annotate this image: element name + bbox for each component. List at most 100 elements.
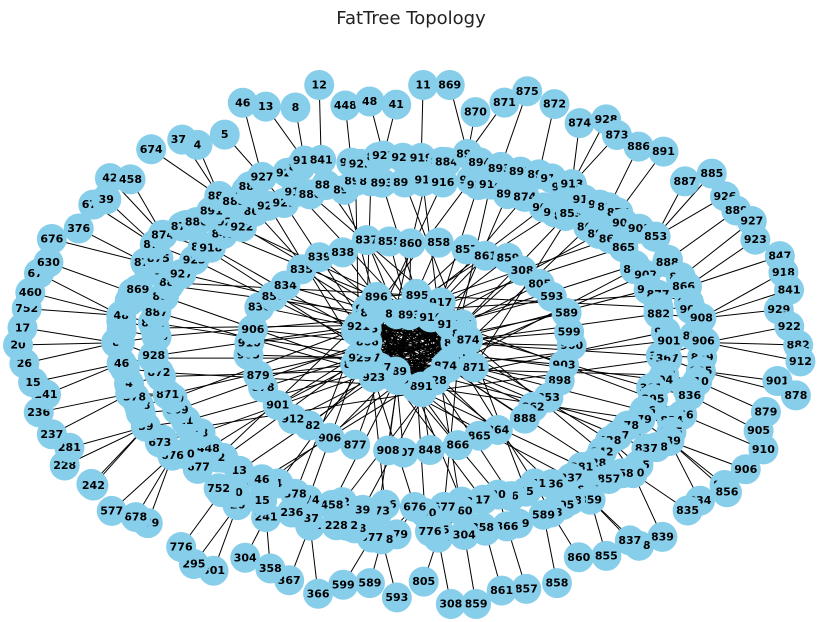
node-label: 12	[312, 79, 327, 92]
graph-node: 853	[640, 221, 671, 252]
node-label: 776	[170, 541, 193, 554]
node-label: 891	[652, 145, 675, 158]
node-circle	[740, 224, 771, 255]
graph-node: 906	[730, 454, 761, 485]
node-label: 879	[754, 405, 777, 418]
node-label: 599	[558, 325, 581, 338]
graph-node: 857	[511, 573, 542, 604]
node-label: 593	[540, 290, 563, 303]
node-label: 906	[734, 463, 757, 476]
node-label: 236	[280, 506, 303, 519]
node-label: 893	[398, 309, 421, 322]
node-label: 593	[385, 591, 408, 604]
node-label: 577	[100, 504, 123, 517]
graph-node: 8	[280, 92, 311, 123]
graph-node: 893	[366, 167, 397, 198]
graph-node: 858	[541, 568, 572, 599]
graph-node: 676	[399, 492, 430, 523]
graph-node: 891	[406, 371, 437, 402]
node-circle	[415, 516, 446, 547]
node-circle	[366, 167, 397, 198]
node-circle	[280, 92, 311, 123]
graph-node: 861	[470, 240, 501, 271]
node-circle	[509, 403, 540, 434]
graph-node: 877	[340, 429, 371, 460]
graph-node: 906	[688, 325, 719, 356]
node-circle	[564, 108, 595, 139]
node-circle	[688, 325, 719, 356]
node-circle	[653, 325, 684, 356]
graph-node: 304	[230, 542, 261, 573]
graph-node: 927	[247, 161, 278, 192]
graph-edge	[686, 255, 780, 288]
node-label: 836	[678, 389, 701, 402]
node-circle	[785, 346, 816, 377]
graph-node: 589	[528, 499, 559, 530]
node-label: 879	[247, 369, 270, 382]
node-label: 871	[462, 361, 485, 374]
node-label: 776	[419, 525, 442, 538]
node-circle	[414, 434, 445, 465]
node-label: 589	[555, 306, 578, 319]
node-label: 853	[644, 230, 667, 243]
graph-edge	[248, 354, 360, 359]
graph-node: 304	[449, 520, 480, 551]
node-circle	[96, 495, 127, 526]
graph-edge	[17, 342, 117, 346]
graph-node: 228	[321, 510, 352, 541]
node-circle	[435, 589, 466, 619]
node-circle	[541, 568, 572, 599]
node-label: 448	[334, 99, 357, 112]
node-circle	[328, 569, 359, 600]
graph-node: 593	[381, 582, 412, 613]
node-label: 848	[418, 443, 441, 456]
node-label: 26	[17, 357, 33, 370]
graph-node: 630	[33, 247, 64, 278]
graph-node: 887	[669, 166, 700, 197]
graph-node: 875	[512, 76, 543, 107]
graph-node: 41	[381, 89, 412, 120]
node-label: 376	[67, 222, 90, 235]
node-label: 308	[511, 264, 534, 277]
node-label: 870	[464, 106, 487, 119]
graph-edge	[358, 325, 619, 436]
graph-node: 860	[563, 542, 594, 573]
graph-node: 776	[415, 516, 446, 547]
graph-node: 838	[327, 237, 358, 268]
node-label: 673	[148, 436, 171, 449]
node-label: 858	[545, 577, 568, 590]
node-label: 861	[474, 249, 497, 262]
node-circle	[489, 87, 520, 118]
graph-edge	[705, 341, 799, 346]
node-circle	[182, 129, 213, 160]
node-circle	[36, 419, 67, 450]
graph-node: 839	[647, 521, 678, 552]
node-label: 366	[307, 587, 330, 600]
graph-edge	[325, 184, 451, 363]
node-circle	[591, 540, 622, 571]
graph-node: 888	[509, 403, 540, 434]
graph-node: 448	[330, 90, 361, 121]
node-circle	[78, 470, 109, 501]
graph-node: 895	[402, 280, 433, 311]
node-label: 906	[692, 334, 715, 347]
node-label: 910	[752, 443, 775, 456]
graph-node: 908	[373, 435, 404, 466]
node-label: 42	[102, 172, 117, 185]
node-circle	[115, 164, 146, 195]
node-label: 885	[700, 167, 723, 180]
node-label: 589	[358, 577, 381, 590]
node-label: 875	[516, 85, 539, 98]
node-label: 877	[344, 438, 367, 451]
node-circle	[408, 566, 439, 597]
node-circle	[623, 131, 654, 162]
node-label: 886	[627, 140, 650, 153]
node-circle	[395, 228, 426, 259]
graph-node: 776	[166, 532, 197, 563]
graph-node: 237	[36, 419, 67, 450]
graph-node: 896	[361, 281, 392, 312]
graph-node: 874	[453, 325, 484, 356]
node-circle	[303, 578, 334, 609]
node-circle	[730, 454, 761, 485]
